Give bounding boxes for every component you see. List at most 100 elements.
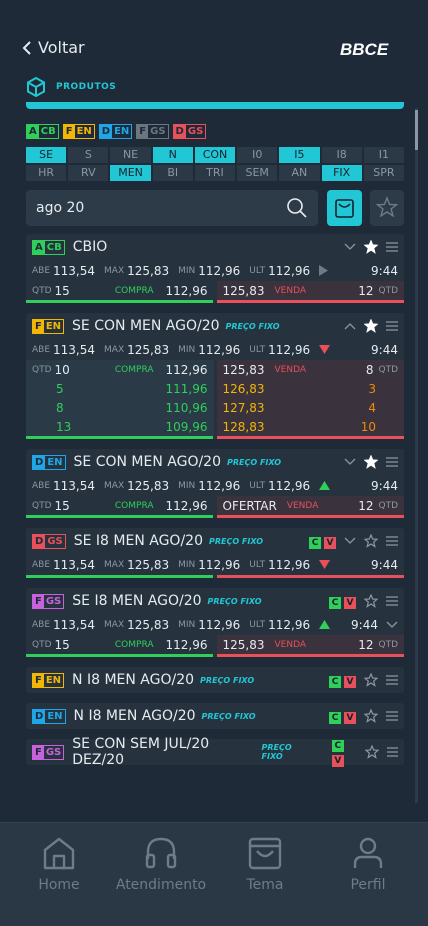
segment[interactable]: BI: [152, 165, 193, 181]
badge-letter: F: [63, 125, 75, 138]
nav-item[interactable]: Tema: [210, 835, 320, 893]
badge: F GS: [32, 593, 65, 609]
segment[interactable]: CON: [194, 147, 236, 163]
badge[interactable]: F EN: [62, 124, 95, 139]
segment[interactable]: FIX: [321, 165, 362, 181]
nav-label: Atendimento: [115, 877, 207, 893]
badge[interactable]: D EN: [98, 124, 133, 139]
segment[interactable]: I1: [363, 147, 404, 163]
logo: BBCE: [340, 40, 389, 59]
badge[interactable]: F GS: [136, 124, 169, 139]
product-card[interactable]: F GS SE I8 MEN AGO/20 PREÇO FIXO C V ABE 113,54…: [26, 588, 404, 657]
search-box[interactable]: ago 20: [26, 190, 318, 226]
nav-item[interactable]: Home: [4, 835, 114, 893]
bid-price: 110,96: [165, 400, 208, 415]
badge: D EN: [32, 454, 66, 470]
stats-row: ABE 113,54 MAX 125,83 MIN 112,96 ULT 112,96 9:44: [26, 554, 404, 575]
segment[interactable]: I8: [321, 147, 362, 163]
ask-side: 127,83 4: [216, 398, 404, 417]
bid-side: 13 109,96: [26, 417, 214, 436]
menu-icon: [386, 457, 398, 467]
card-header: D EN SE CON MEN AGO/20 PREÇO FIXO: [26, 449, 404, 475]
book-row: QTD 15 COMPRA 112,96 OFERTAR VENDA 12 QTD: [26, 496, 404, 515]
min-value: 112,96: [198, 263, 241, 278]
segment[interactable]: AN: [279, 165, 320, 181]
product-card[interactable]: D GS SE I8 MEN AGO/20 PREÇO FIXO C V ABE 113,54…: [26, 528, 404, 578]
favorites-button[interactable]: [370, 190, 404, 226]
product-name: N I8 MEN AGO/20: [72, 672, 195, 688]
bid-qty: 8: [56, 400, 64, 415]
product-name: N I8 MEN AGO/20: [73, 708, 196, 724]
segment[interactable]: TRI: [194, 165, 236, 181]
badge-code: CB: [40, 126, 56, 137]
stats-row: ABE 113,54 MAX 125,83 MIN 112,96 ULT 112,96 9:44: [26, 475, 404, 496]
segment[interactable]: MEN: [110, 165, 151, 181]
section-header: PRODUTOS: [26, 77, 116, 97]
segment[interactable]: NE: [110, 147, 151, 163]
bid-side: QTD 15 COMPRA 112,96: [26, 281, 214, 300]
buy-label: COMPRA: [114, 364, 154, 375]
cart-button[interactable]: [327, 190, 362, 226]
min-label: MIN: [178, 265, 196, 276]
segment[interactable]: I5: [279, 147, 320, 163]
abe-label: ABE: [32, 559, 51, 570]
badge-code: EN: [76, 126, 92, 137]
badge-code: GS: [45, 746, 62, 758]
sell-label: VENDA: [286, 500, 319, 511]
qty-label: QTD: [378, 639, 398, 650]
product-card[interactable]: F EN SE CON MEN AGO/20 PREÇO FIXO ABE 113,54 M…: [26, 313, 404, 439]
segment[interactable]: RV: [68, 165, 109, 181]
nav-item[interactable]: Perfil: [313, 835, 423, 893]
badge-code: GS: [150, 126, 166, 137]
ult-value: 112,96: [268, 263, 311, 278]
product-card[interactable]: D EN N I8 MEN AGO/20 PREÇO FIXO C V: [26, 703, 404, 729]
book-row: QTD 10 COMPRA 112,96 125,83 VENDA 8 QTD: [26, 360, 404, 379]
product-card[interactable]: D EN SE CON MEN AGO/20 PREÇO FIXO ABE 113,54 M…: [26, 449, 404, 518]
buy-label: COMPRA: [114, 500, 154, 511]
qty-label: QTD: [32, 285, 52, 296]
product-card[interactable]: A CB CBIO ABE 113,54 MAX 125,83 MIN 112,96 ULT 112…: [26, 234, 404, 303]
trend-icon: [319, 620, 331, 629]
sell-label: VENDA: [274, 639, 307, 650]
segment-row: HR RV MEN BI TRI SEM AN FIX SPR: [26, 165, 404, 181]
bid-price: 112,96: [165, 637, 208, 652]
scrollbar: [415, 108, 418, 803]
badge-letter: D: [33, 455, 46, 469]
card-header: F EN SE CON MEN AGO/20 PREÇO FIXO: [26, 313, 404, 339]
bid-side: 8 110,96: [26, 398, 214, 417]
max-label: MAX: [104, 559, 125, 570]
badge[interactable]: A CB: [26, 124, 59, 139]
bid-qty: 5: [56, 381, 64, 396]
ask-price: 128,83: [222, 419, 265, 434]
favorite-icon: [364, 673, 378, 687]
buy-tag: C: [329, 675, 341, 688]
back-button[interactable]: Voltar: [22, 38, 85, 57]
segment[interactable]: HR: [26, 165, 67, 181]
buy-tag: C: [329, 596, 341, 609]
book-underline: [26, 654, 404, 657]
menu-icon: [386, 242, 398, 252]
menu-icon: [386, 747, 398, 757]
nav-item[interactable]: Atendimento: [106, 835, 216, 893]
ask-qty: 12: [358, 637, 374, 652]
back-icon: [22, 40, 31, 55]
segment[interactable]: N: [152, 147, 193, 163]
badge-letter: D: [173, 125, 186, 138]
book-underline: [26, 515, 404, 518]
product-card[interactable]: F GS SE CON SEM JUL/20 DEZ/20 PREÇO FIXO CV: [26, 736, 404, 768]
product-card[interactable]: F EN N I8 MEN AGO/20 PREÇO FIXO C V: [26, 667, 404, 693]
badge[interactable]: D GS: [172, 124, 207, 139]
segment[interactable]: SEM: [237, 165, 278, 181]
filter-badges: A CB F EN D EN F GS D GS: [26, 124, 207, 139]
max-value: 125,83: [127, 617, 170, 632]
fixed-price-tag: PREÇO FIXO: [207, 596, 262, 606]
bid-line: [26, 654, 213, 657]
trend-icon: [319, 481, 331, 490]
segment[interactable]: SPR: [363, 165, 404, 181]
segment[interactable]: I0: [237, 147, 278, 163]
last-time: 9:44: [371, 263, 398, 278]
segment[interactable]: SE: [26, 147, 67, 163]
min-value: 112,96: [198, 557, 241, 572]
badge-code: EN: [47, 456, 63, 468]
segment[interactable]: S: [68, 147, 109, 163]
